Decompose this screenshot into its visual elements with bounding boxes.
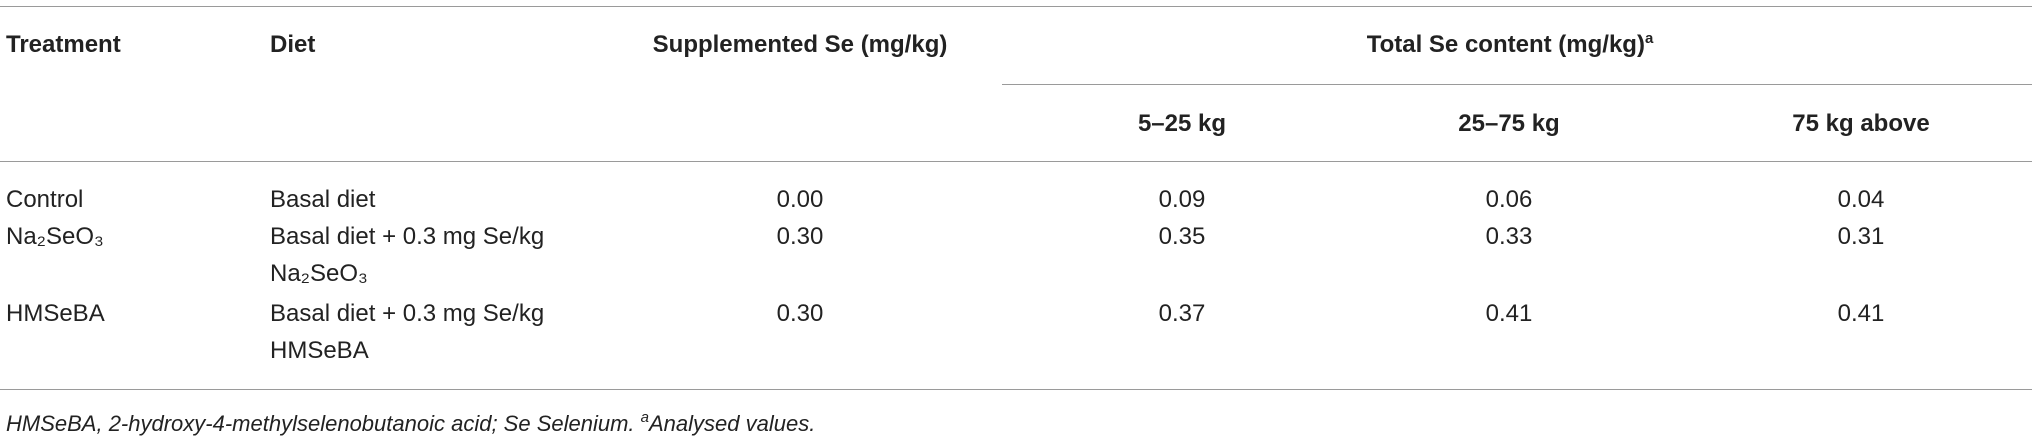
diet-cell: HMSeBA <box>270 337 369 364</box>
treatment-cell: Na₂SeO₃ <box>6 223 104 250</box>
sub-header: 25–75 kg <box>1458 110 1560 137</box>
value-cell: 0.35 <box>1158 223 1206 250</box>
diet-cell: Basal diet + 0.3 mg Se/kg <box>270 223 545 250</box>
value-cell: 0.06 <box>1485 186 1533 213</box>
value-cell: 0.30 <box>776 223 824 250</box>
treatment-cell: Control <box>6 186 84 213</box>
group-header-label: Total Se content (mg/kg) <box>1366 31 1645 58</box>
value-cell: 0.37 <box>1158 300 1206 327</box>
diet-cell: Basal diet + 0.3 mg Se/kg <box>270 300 545 327</box>
column-header: Diet <box>270 31 316 58</box>
header-rule <box>0 161 2032 162</box>
treatment-cell: HMSeBA <box>6 300 105 327</box>
value-cell: 0.31 <box>1837 223 1885 250</box>
group-header: Total Se content (mg/kg)a <box>1366 30 1654 58</box>
value-cell: 0.33 <box>1485 223 1533 250</box>
group-rule <box>1002 84 2032 85</box>
column-header: Treatment <box>6 31 121 58</box>
footnote-marker: a <box>640 409 649 426</box>
top-rule <box>0 6 2032 7</box>
value-cell: 0.09 <box>1158 186 1206 213</box>
bottom-rule <box>0 389 2032 390</box>
footnote-marker: a <box>1644 30 1654 47</box>
sub-header: 5–25 kg <box>1137 110 1227 137</box>
diet-cell: Basal diet <box>270 186 376 213</box>
value-cell: 0.41 <box>1837 300 1885 327</box>
sub-header: 75 kg above <box>1792 110 1930 137</box>
column-header: Supplemented Se (mg/kg) <box>652 31 948 58</box>
value-cell: 0.04 <box>1837 186 1885 213</box>
diet-cell: Na₂SeO₃ <box>270 260 368 287</box>
footnote-note: Analysed values. <box>648 411 816 436</box>
value-cell: 0.00 <box>776 186 824 213</box>
value-cell: 0.41 <box>1485 300 1533 327</box>
footnote: HMSeBA, 2-hydroxy-4-methylselenobutanoic… <box>6 410 816 436</box>
footnote-text: HMSeBA, 2-hydroxy-4-methylselenobutanoic… <box>6 411 641 436</box>
value-cell: 0.30 <box>776 300 824 327</box>
